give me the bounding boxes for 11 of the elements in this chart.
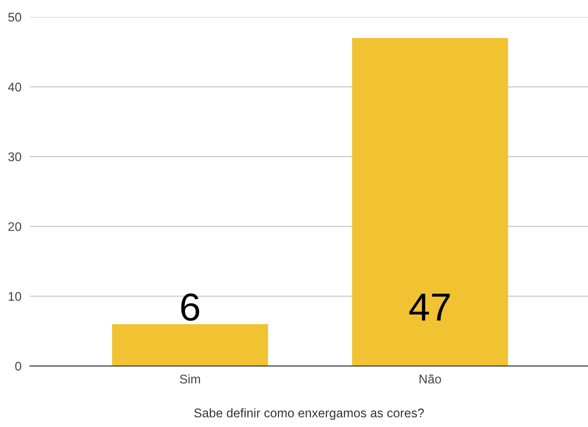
x-tick-label: Sim (180, 374, 200, 384)
data-label: 6 (181, 293, 200, 321)
y-tick-label: 30 (8, 152, 22, 162)
y-tick-label: 40 (8, 82, 22, 92)
y-tick-label: 10 (8, 292, 22, 301)
y-tick-label: 20 (8, 222, 22, 232)
y-tick-label: 50 (8, 12, 22, 22)
y-tick-label: 0 (15, 362, 22, 371)
x-axis-title: Sabe definir como enxergamos as cores? (194, 408, 424, 420)
data-label: 47 (409, 294, 450, 320)
x-tick-label: Não (420, 374, 442, 384)
